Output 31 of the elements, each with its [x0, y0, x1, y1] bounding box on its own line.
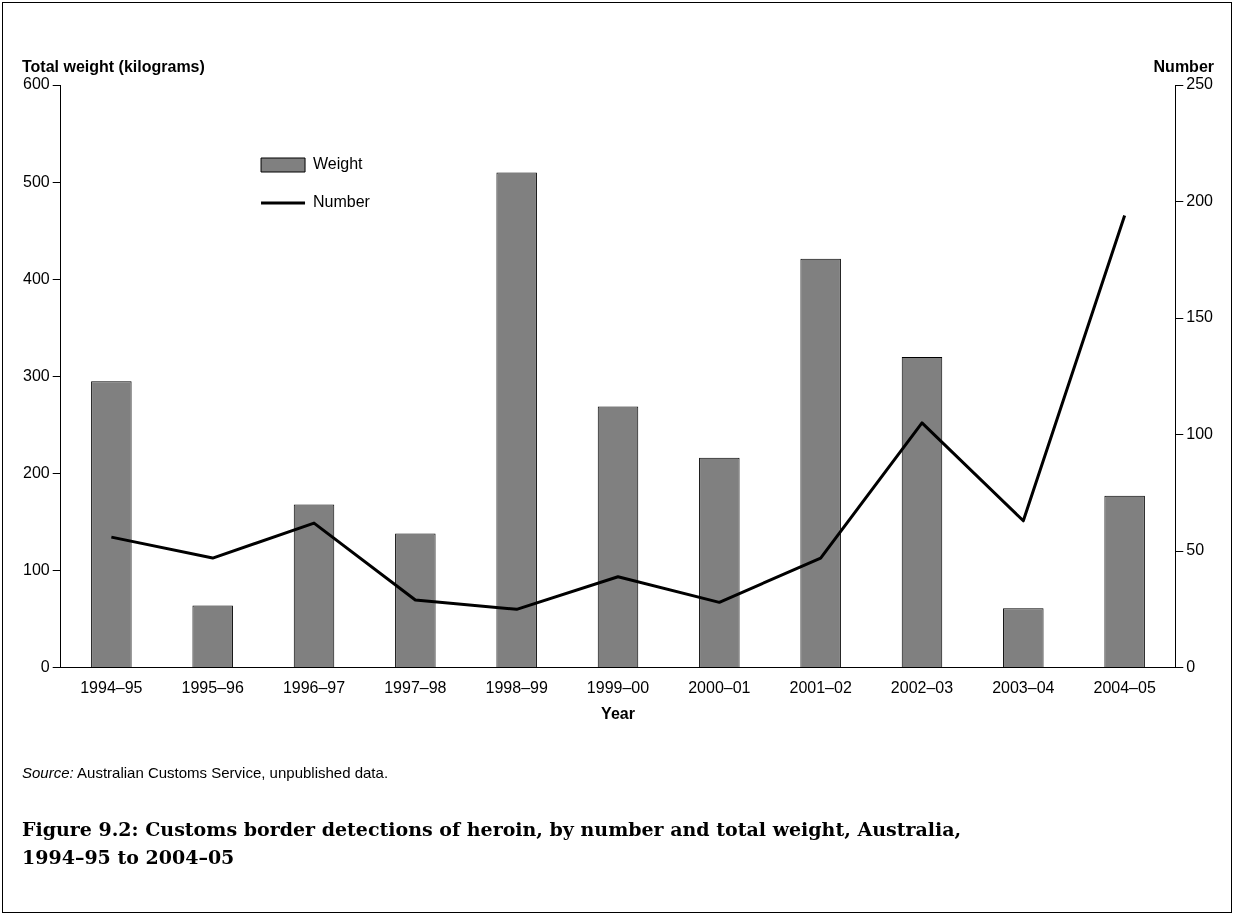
x-tick-label: 2004–05 — [1093, 678, 1156, 696]
x-tick-label: 2003–04 — [992, 678, 1055, 696]
x-tick-label: 1995–96 — [181, 678, 244, 696]
x-tick-label: 1994–95 — [80, 678, 143, 696]
x-tick-label: 2001–02 — [789, 678, 852, 696]
y2-tick-label: 0 — [1186, 658, 1196, 676]
legend-label: Number — [313, 193, 371, 211]
y-tick-label: 500 — [22, 172, 50, 190]
y-tick-label: 400 — [22, 269, 50, 287]
y-tick-label: 600 — [22, 75, 50, 93]
x-tick-label: 2002–03 — [890, 678, 954, 696]
y2-tick-label: 50 — [1186, 541, 1205, 559]
caption: Figure 9.2: Customs border detections of heroin, by number and total weight, Australia, 1994–95 to 2004–05 — [22, 817, 963, 870]
y-tick-label: 200 — [22, 463, 50, 481]
legend-label: Weight — [313, 155, 364, 173]
y2-tick-label: 250 — [1186, 75, 1214, 93]
y2-tick-label: 200 — [1186, 191, 1214, 209]
x-axis-title: Year — [601, 704, 635, 722]
y-tick-label: 0 — [40, 658, 50, 676]
x-tick-label: 1996–97 — [282, 678, 346, 696]
y-tick-label: 100 — [22, 560, 50, 578]
y-axis-title: Total weight (kilograms) — [22, 58, 205, 76]
source-note: Source: Australian Customs Service, unpublished data. — [22, 764, 389, 781]
x-tick-label: 1998–99 — [485, 678, 548, 696]
x-tick-label: 2000–01 — [688, 678, 751, 696]
y2-tick-label: 150 — [1186, 308, 1214, 326]
x-tick-label: 1997–98 — [384, 678, 447, 696]
y-tick-label: 300 — [22, 366, 50, 384]
x-tick-label: 1999–00 — [586, 678, 650, 696]
y2-axis-title: Number — [1153, 58, 1214, 76]
y2-tick-label: 100 — [1186, 424, 1214, 442]
